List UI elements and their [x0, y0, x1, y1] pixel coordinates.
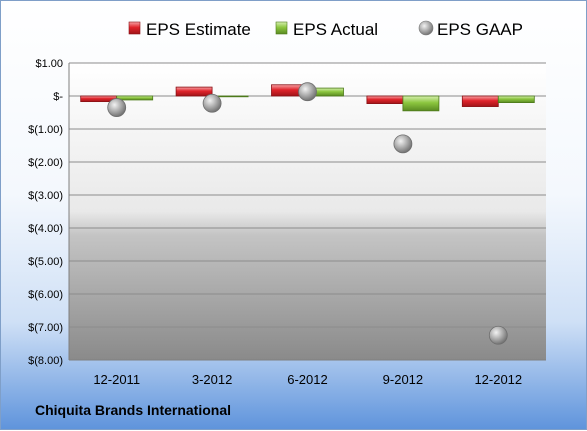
eps-actual-bar — [402, 95, 440, 112]
legend-label: EPS Estimate — [146, 20, 251, 39]
y-tick-label: $(3.00) — [28, 190, 63, 202]
eps-actual-bar — [116, 95, 154, 101]
y-tick-label: $(1.00) — [28, 124, 63, 136]
eps-estimate-bar — [366, 95, 404, 104]
y-tick-label: $(8.00) — [28, 355, 63, 367]
eps-gaap-marker — [298, 82, 317, 102]
y-tick-label: $(5.00) — [28, 256, 63, 268]
eps-estimate-bar — [461, 95, 499, 107]
x-tick-label: 9-2012 — [383, 372, 423, 387]
eps-actual-bar — [497, 95, 535, 103]
eps-gaap-marker — [488, 325, 508, 345]
y-tick-label: $1.00 — [35, 58, 63, 70]
company-name: Chiquita Brands International — [35, 402, 232, 418]
y-tick-label: $(2.00) — [28, 157, 63, 169]
y-tick-label: $(4.00) — [28, 223, 63, 235]
eps-gaap-marker — [393, 134, 413, 154]
legend-label: EPS GAAP — [437, 20, 523, 39]
eps-gaap-marker — [107, 98, 127, 117]
eps-estimate-bar — [175, 86, 213, 97]
y-tick-label: $(7.00) — [28, 322, 63, 334]
eps-gaap-marker — [202, 93, 222, 113]
legend-swatch-eps-estimate — [128, 21, 141, 35]
y-tick-label: $(6.00) — [28, 289, 63, 301]
x-tick-label: 12-2011 — [93, 372, 140, 387]
legend-label: EPS Actual — [293, 20, 378, 39]
x-tick-label: 6-2012 — [287, 372, 327, 387]
plot-area — [69, 63, 546, 360]
x-tick-label: 3-2012 — [192, 372, 232, 387]
legend-swatch-eps-actual — [275, 21, 288, 35]
legend-swatch-eps-gaap — [418, 20, 434, 36]
x-tick-label: 12-2012 — [474, 372, 522, 387]
y-tick-label: $- — [53, 91, 63, 103]
